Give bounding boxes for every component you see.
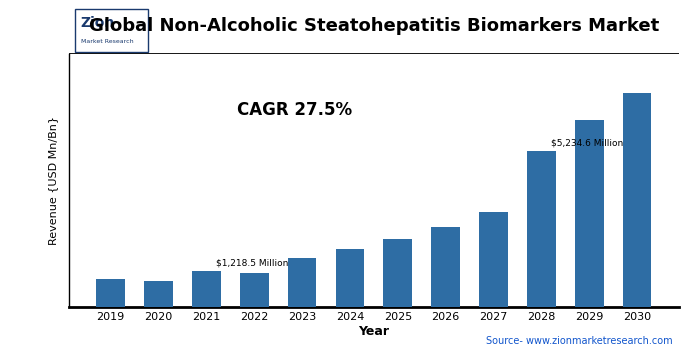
Bar [287, 258, 316, 307]
Text: Zion: Zion [81, 16, 115, 30]
Bar [431, 227, 460, 307]
Text: Global Non-Alcoholic Steatohepatitis Biomarkers Market: Global Non-Alcoholic Steatohepatitis Bio… [88, 17, 659, 35]
Bar [623, 93, 652, 307]
Bar [192, 271, 221, 307]
Bar [527, 151, 556, 307]
Bar [575, 120, 604, 307]
Text: Market Research: Market Research [81, 39, 134, 44]
X-axis label: Year: Year [358, 325, 390, 338]
Bar [383, 239, 412, 307]
Text: CAGR 27.5%: CAGR 27.5% [237, 101, 352, 119]
FancyBboxPatch shape [75, 9, 148, 52]
Y-axis label: Revenue {USD Mn/Bn}: Revenue {USD Mn/Bn} [48, 116, 58, 245]
Text: $1,218.5 Million: $1,218.5 Million [216, 259, 288, 267]
Bar [335, 249, 364, 307]
Text: Source- www.zionmarketresearch.com: Source- www.zionmarketresearch.com [486, 335, 672, 346]
Bar [144, 281, 173, 307]
Bar [240, 273, 269, 307]
Bar [96, 279, 125, 307]
Bar [479, 212, 508, 307]
Text: $5,234.6 Million: $5,234.6 Million [551, 139, 623, 148]
